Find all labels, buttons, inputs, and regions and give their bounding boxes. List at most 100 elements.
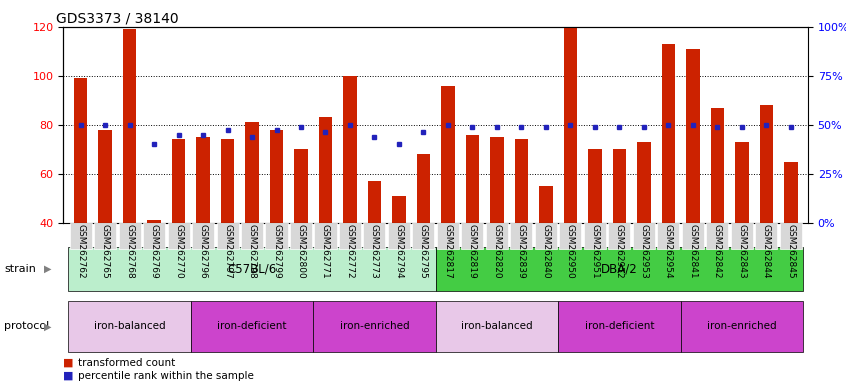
FancyBboxPatch shape [94,223,116,249]
Text: GSM262840: GSM262840 [541,224,551,279]
FancyBboxPatch shape [682,223,704,249]
Bar [69,301,191,352]
Text: GSM262820: GSM262820 [492,224,502,279]
FancyBboxPatch shape [266,223,288,249]
Bar [442,86,454,223]
Bar [147,220,161,223]
Text: percentile rank within the sample: percentile rank within the sample [78,371,254,381]
Bar [563,27,577,223]
Text: GSM262950: GSM262950 [566,224,575,279]
Text: ▶: ▶ [44,264,52,274]
Bar [417,154,430,223]
Text: strain: strain [4,264,36,274]
Bar [436,247,803,291]
Text: iron-enriched: iron-enriched [707,321,777,331]
FancyBboxPatch shape [143,223,165,249]
FancyBboxPatch shape [755,223,777,249]
Text: GSM262954: GSM262954 [664,224,673,279]
Text: GSM262765: GSM262765 [101,224,110,279]
Bar [760,105,773,223]
FancyBboxPatch shape [731,223,753,249]
FancyBboxPatch shape [559,223,581,249]
Bar [123,29,136,223]
Bar [539,186,552,223]
Text: GSM262819: GSM262819 [468,224,477,279]
FancyBboxPatch shape [535,223,557,249]
Text: GSM262953: GSM262953 [640,224,648,279]
Text: GSM262797: GSM262797 [223,224,232,279]
Bar [69,247,436,291]
Bar [221,139,234,223]
Bar [490,137,503,223]
Text: iron-enriched: iron-enriched [339,321,409,331]
FancyBboxPatch shape [461,223,483,249]
Text: protocol: protocol [4,321,49,331]
Bar [637,142,651,223]
FancyBboxPatch shape [339,223,361,249]
Text: C57BL/6: C57BL/6 [228,262,277,275]
Bar [245,122,259,223]
FancyBboxPatch shape [168,223,190,249]
Text: iron-deficient: iron-deficient [217,321,287,331]
FancyBboxPatch shape [388,223,410,249]
FancyBboxPatch shape [780,223,802,249]
FancyBboxPatch shape [706,223,728,249]
Bar [294,149,308,223]
FancyBboxPatch shape [315,223,337,249]
Text: GSM262762: GSM262762 [76,224,85,279]
Text: GSM262842: GSM262842 [713,224,722,278]
Bar [686,49,700,223]
Bar [98,130,112,223]
Text: ■: ■ [63,371,74,381]
Text: GSM262843: GSM262843 [738,224,746,279]
Bar [711,108,724,223]
FancyBboxPatch shape [510,223,532,249]
Text: GSM262769: GSM262769 [150,224,158,279]
Bar [74,78,87,223]
Text: GSM262845: GSM262845 [786,224,795,279]
Text: GSM262772: GSM262772 [345,224,354,279]
FancyBboxPatch shape [608,223,630,249]
Text: GSM262771: GSM262771 [321,224,330,279]
Text: GDS3373 / 38140: GDS3373 / 38140 [56,12,179,26]
Text: GSM262798: GSM262798 [248,224,256,279]
FancyBboxPatch shape [633,223,655,249]
FancyBboxPatch shape [364,223,386,249]
FancyBboxPatch shape [192,223,214,249]
Bar [680,301,803,352]
Text: iron-deficient: iron-deficient [585,321,654,331]
Bar [784,162,798,223]
Bar [343,76,357,223]
Text: DBA/2: DBA/2 [601,262,638,275]
FancyBboxPatch shape [118,223,140,249]
Bar [393,196,406,223]
FancyBboxPatch shape [241,223,263,249]
FancyBboxPatch shape [657,223,679,249]
Text: GSM262799: GSM262799 [272,224,281,279]
Text: GSM262844: GSM262844 [761,224,771,278]
FancyBboxPatch shape [486,223,508,249]
Text: GSM262839: GSM262839 [517,224,526,279]
Text: GSM262795: GSM262795 [419,224,428,279]
Text: GSM262800: GSM262800 [296,224,305,279]
Text: iron-balanced: iron-balanced [94,321,165,331]
FancyBboxPatch shape [217,223,239,249]
Bar [270,130,283,223]
Text: GSM262952: GSM262952 [615,224,624,279]
Text: GSM262951: GSM262951 [591,224,599,279]
Text: GSM262841: GSM262841 [689,224,697,279]
FancyBboxPatch shape [69,223,91,249]
Text: ■: ■ [63,358,74,368]
Bar [514,139,528,223]
Text: GSM262796: GSM262796 [199,224,207,279]
Bar [558,301,680,352]
Bar [368,181,382,223]
Bar [613,149,626,223]
FancyBboxPatch shape [290,223,312,249]
FancyBboxPatch shape [412,223,435,249]
FancyBboxPatch shape [584,223,606,249]
Bar [313,301,436,352]
Text: GSM262794: GSM262794 [394,224,404,279]
Bar [191,301,313,352]
Bar [436,301,558,352]
